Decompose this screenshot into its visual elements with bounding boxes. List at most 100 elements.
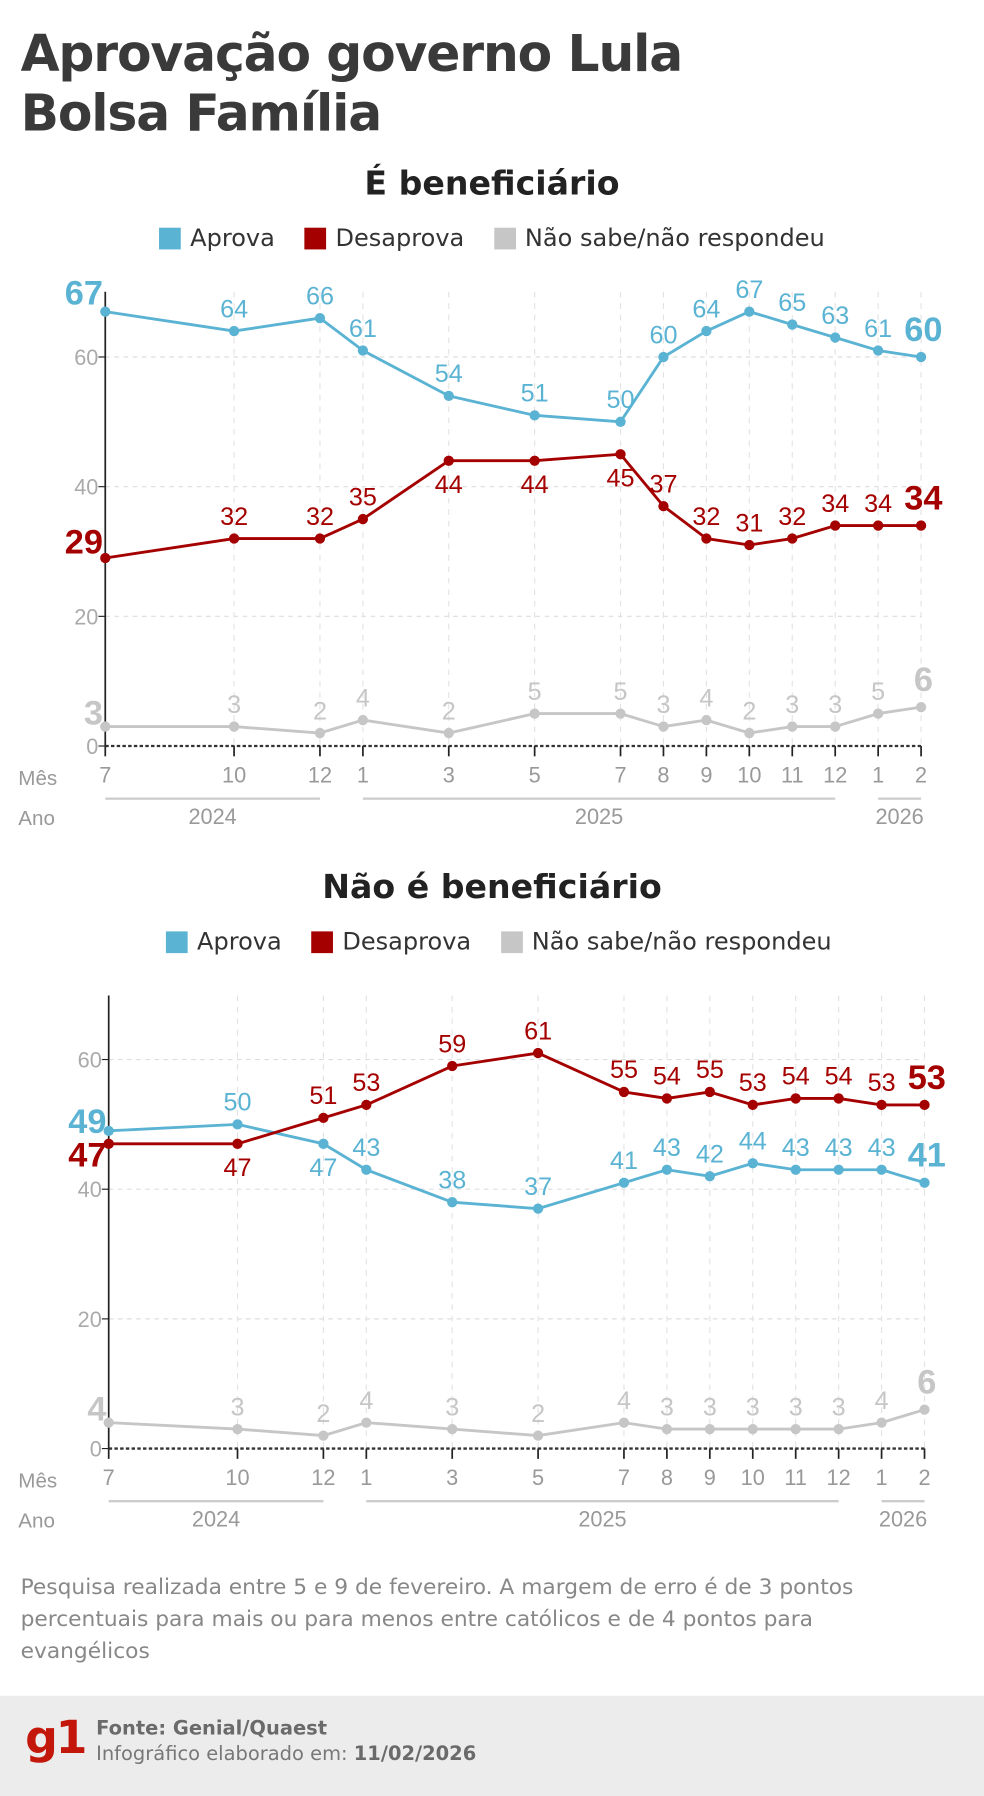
data-label: 59 <box>438 1030 466 1058</box>
x-month-label: 1 <box>876 1465 888 1490</box>
x-month-label: 1 <box>357 763 369 788</box>
legend-label: Aprova <box>197 927 282 956</box>
data-point <box>615 416 626 427</box>
x-year-label: 2025 <box>575 804 623 829</box>
series-line-nosabe <box>108 1408 925 1438</box>
data-point <box>443 455 454 466</box>
data-point <box>790 1423 801 1435</box>
data-label: 29 <box>65 523 103 561</box>
data-point <box>529 455 540 466</box>
made-date: 11/02/2026 <box>353 1742 477 1766</box>
data-label: 5 <box>614 678 628 706</box>
data-point <box>790 1093 801 1104</box>
legend-label: Desaprova <box>342 927 472 956</box>
data-point <box>447 1197 458 1208</box>
x-year-label: 2024 <box>192 1506 240 1531</box>
data-point <box>787 319 798 330</box>
data-point <box>447 1060 458 1072</box>
data-label: 32 <box>220 503 248 531</box>
data-point <box>661 1164 673 1175</box>
x-month-label: 11 <box>781 763 804 788</box>
data-label: 4 <box>875 1387 889 1415</box>
x-month-label: 3 <box>446 1465 458 1490</box>
data-label: 41 <box>908 1137 946 1175</box>
data-label: 4 <box>356 684 370 712</box>
data-point <box>103 1417 114 1428</box>
footer: g1 Fonte: Genial/Quaest Infográfico elab… <box>0 1695 984 1796</box>
data-point <box>701 533 712 544</box>
year-row-label: Ano <box>18 1510 55 1533</box>
data-point <box>704 1171 715 1182</box>
data-point <box>747 1423 758 1435</box>
data-point <box>318 1138 329 1149</box>
x-month-label: 9 <box>704 1465 716 1490</box>
data-point <box>919 1099 930 1111</box>
data-point <box>833 1423 844 1435</box>
data-label: 67 <box>65 275 103 313</box>
data-label: 60 <box>904 311 942 349</box>
data-label: 50 <box>607 386 635 414</box>
data-label: 66 <box>306 282 334 310</box>
legend-label: Não sabe/não respondeu <box>524 224 825 252</box>
data-point <box>661 1423 673 1435</box>
series-line-desaprova <box>105 452 922 560</box>
data-point <box>232 1138 243 1149</box>
data-label: 43 <box>782 1134 810 1162</box>
series-line-nosabe <box>105 705 922 735</box>
data-point <box>876 1099 887 1111</box>
data-point <box>232 1119 243 1130</box>
data-label: 47 <box>224 1154 252 1182</box>
data-label: 49 <box>68 1103 106 1141</box>
data-label: 38 <box>438 1166 466 1194</box>
data-label: 41 <box>610 1147 638 1175</box>
x-month-label: 12 <box>823 763 847 788</box>
data-point <box>876 1164 887 1175</box>
data-label: 61 <box>524 1017 552 1045</box>
data-label: 3 <box>84 694 103 732</box>
data-point <box>790 1164 801 1175</box>
data-label: 43 <box>653 1134 681 1162</box>
methodology-note: Pesquisa realizada entre 5 e 9 de fevere… <box>20 1574 854 1664</box>
chart-1-legend: Aprova Desaprova Não sabe/não respondeu <box>0 224 984 252</box>
x-month-label: 12 <box>311 1465 335 1490</box>
year-row-label: Ano <box>18 807 55 830</box>
x-month-label: 8 <box>661 1465 673 1490</box>
y-tick-label: 40 <box>74 475 98 500</box>
x-month-label: 1 <box>360 1465 372 1490</box>
data-point <box>704 1423 715 1435</box>
source-text: Fonte: Genial/Quaest <box>96 1717 328 1741</box>
y-tick-label: 60 <box>74 345 98 370</box>
data-label: 44 <box>521 471 549 499</box>
data-label: 4 <box>87 1390 106 1428</box>
x-month-label: 2 <box>915 763 927 788</box>
data-point <box>787 533 798 544</box>
data-label: 3 <box>703 1393 717 1421</box>
data-point <box>876 1417 887 1428</box>
x-month-label: 1 <box>872 763 884 788</box>
data-label: 4 <box>617 1387 631 1415</box>
data-point <box>357 513 369 525</box>
g1-logo: g1 <box>25 1711 87 1765</box>
legend-label: Não sabe/não respondeu <box>531 927 832 956</box>
data-label: 44 <box>435 471 463 499</box>
x-month-label: 5 <box>532 1465 544 1490</box>
data-label: 63 <box>821 302 849 330</box>
legend-swatch <box>494 227 516 249</box>
data-point <box>100 721 111 732</box>
legend-item-nao-sabe: Não sabe/não respondeu <box>494 224 825 252</box>
data-label: 37 <box>524 1173 552 1201</box>
data-point <box>357 345 369 356</box>
data-point <box>228 325 240 337</box>
month-row-label: Mês <box>18 767 57 790</box>
x-month-label: 10 <box>737 763 761 788</box>
data-label: 34 <box>864 490 892 518</box>
x-month-label: 7 <box>614 763 626 788</box>
data-point <box>532 1047 544 1059</box>
data-point <box>100 306 111 317</box>
data-label: 54 <box>782 1063 810 1091</box>
data-point <box>915 351 927 363</box>
data-label: 3 <box>789 1393 803 1421</box>
data-label: 2 <box>531 1400 545 1428</box>
legend-label: Desaprova <box>335 224 465 252</box>
